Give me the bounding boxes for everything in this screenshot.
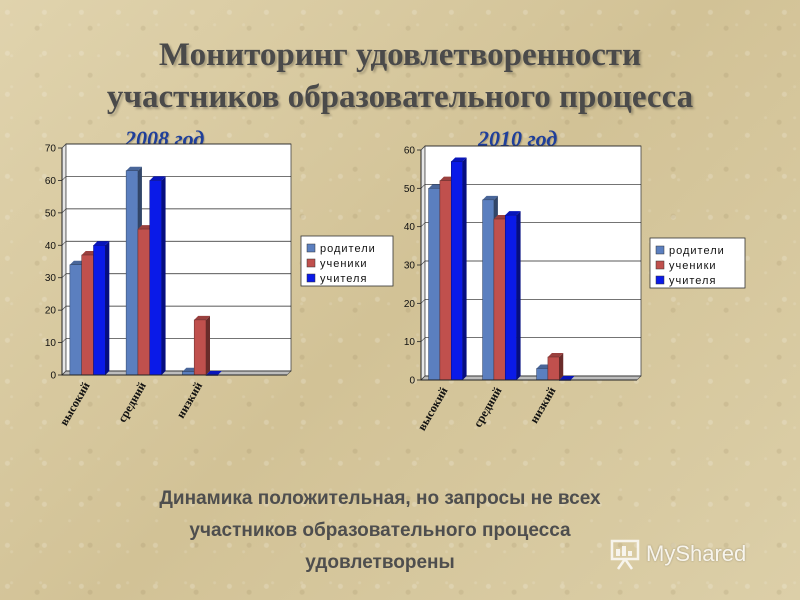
- bar-top-учителя-низкий: [559, 376, 575, 380]
- y-tick-label: 10: [45, 338, 57, 349]
- y-tick-label: 40: [404, 222, 416, 233]
- bar-side-ученики-низкий: [559, 353, 564, 380]
- y-tick-label: 0: [409, 376, 415, 387]
- y-tick-label: 0: [50, 371, 56, 382]
- bar-top-учителя-средний: [505, 211, 521, 216]
- y-tick-label: 20: [45, 306, 57, 317]
- gridline-side: [420, 260, 426, 266]
- bar-top-ученики-низкий: [547, 353, 564, 357]
- gridline-side: [61, 370, 67, 376]
- legend-swatch-учителя: [306, 273, 316, 283]
- bar-side-ученики-низкий: [206, 315, 210, 375]
- slide-title-line2: участников образовательного процесса: [106, 79, 694, 115]
- gridline-side: [61, 143, 67, 149]
- bar-top-учителя-высокий: [451, 157, 467, 162]
- gridline-side: [420, 299, 426, 304]
- legend-label-родители: родители: [320, 243, 376, 255]
- legend-label-учителя: учителя: [669, 275, 716, 287]
- presentation-board-icon: [610, 539, 640, 570]
- legend-label-ученики: ученики: [320, 258, 368, 270]
- footer-line3: удовлетворены: [305, 552, 455, 573]
- bar-side-учителя-средний: [516, 211, 521, 380]
- bar-top-учителя-средний: [149, 176, 166, 181]
- slide-title-line1: Мониторинг удовлетворенности: [158, 37, 642, 73]
- footer-line2: участников образовательного процесса: [189, 520, 571, 541]
- category-label-низкий: низкий: [527, 384, 559, 425]
- legend-swatch-ученики: [306, 258, 316, 268]
- y-tick-label: 20: [404, 299, 416, 310]
- bar-side-учителя-высокий: [462, 157, 467, 380]
- legend-swatch-ученики: [655, 260, 665, 270]
- y-tick-label: 70: [45, 144, 57, 155]
- watermark-text: MyShared: [646, 541, 747, 566]
- category-label-средний: средний: [470, 384, 504, 429]
- watermark-logo: MyShared: [610, 536, 746, 572]
- y-tick-label: 60: [45, 176, 57, 187]
- bar-ученики-высокий: [439, 180, 452, 381]
- bar-учителя-высокий: [450, 161, 463, 381]
- bar-side-учителя-высокий: [105, 241, 110, 375]
- gridline-side: [61, 273, 67, 278]
- bar-родители-высокий: [428, 188, 441, 381]
- chart-2010: 0 10 20 30 40 50 60 высокий средний низкий родител…: [404, 145, 746, 433]
- legend-swatch-родители: [306, 243, 316, 253]
- gridline-side: [420, 145, 426, 151]
- bar-top-родители-средний: [126, 166, 142, 171]
- gridline-side: [61, 176, 67, 181]
- y-tick-label: 30: [404, 261, 416, 272]
- legend-label-учителя: учителя: [320, 273, 367, 285]
- legend-label-ученики: ученики: [669, 260, 717, 272]
- gridline-side: [420, 222, 426, 227]
- bar-родители-средний: [482, 199, 495, 381]
- bar-учителя-средний: [504, 214, 517, 381]
- gridline-side: [61, 208, 67, 214]
- legend-label-родители: родители: [669, 245, 725, 257]
- y-tick-label: 10: [404, 337, 416, 348]
- bar-ученики-низкий: [547, 356, 560, 381]
- gridline-side: [420, 375, 426, 381]
- legend-box: [649, 237, 746, 289]
- y-tick-label: 60: [404, 146, 416, 157]
- y-tick-label: 50: [45, 208, 57, 219]
- bar-side-учителя-средний: [161, 176, 166, 375]
- bar-top-учителя-высокий: [93, 241, 110, 246]
- bar-родители-низкий: [536, 368, 549, 381]
- y-tick-label: 50: [404, 184, 416, 195]
- bar-top-ученики-низкий: [194, 315, 210, 320]
- bar-top-родители-средний: [482, 195, 498, 200]
- gridline-side: [420, 184, 426, 189]
- y-tick-label: 40: [45, 241, 57, 252]
- legend-box: [300, 235, 394, 287]
- category-label-высокий: высокий: [415, 384, 451, 433]
- gridline-side: [61, 305, 67, 311]
- legend-swatch-родители: [655, 245, 665, 255]
- legend-swatch-учителя: [655, 275, 665, 285]
- y-tick-label: 30: [45, 273, 57, 284]
- gridline-side: [420, 337, 426, 342]
- footer-line1: Динамика положительная, но запросы не вс…: [159, 488, 601, 509]
- gridline-side: [61, 241, 67, 246]
- gridline-side: [61, 338, 67, 343]
- bar-ученики-средний: [493, 218, 506, 381]
- bar-top-учителя-низкий: [206, 371, 222, 375]
